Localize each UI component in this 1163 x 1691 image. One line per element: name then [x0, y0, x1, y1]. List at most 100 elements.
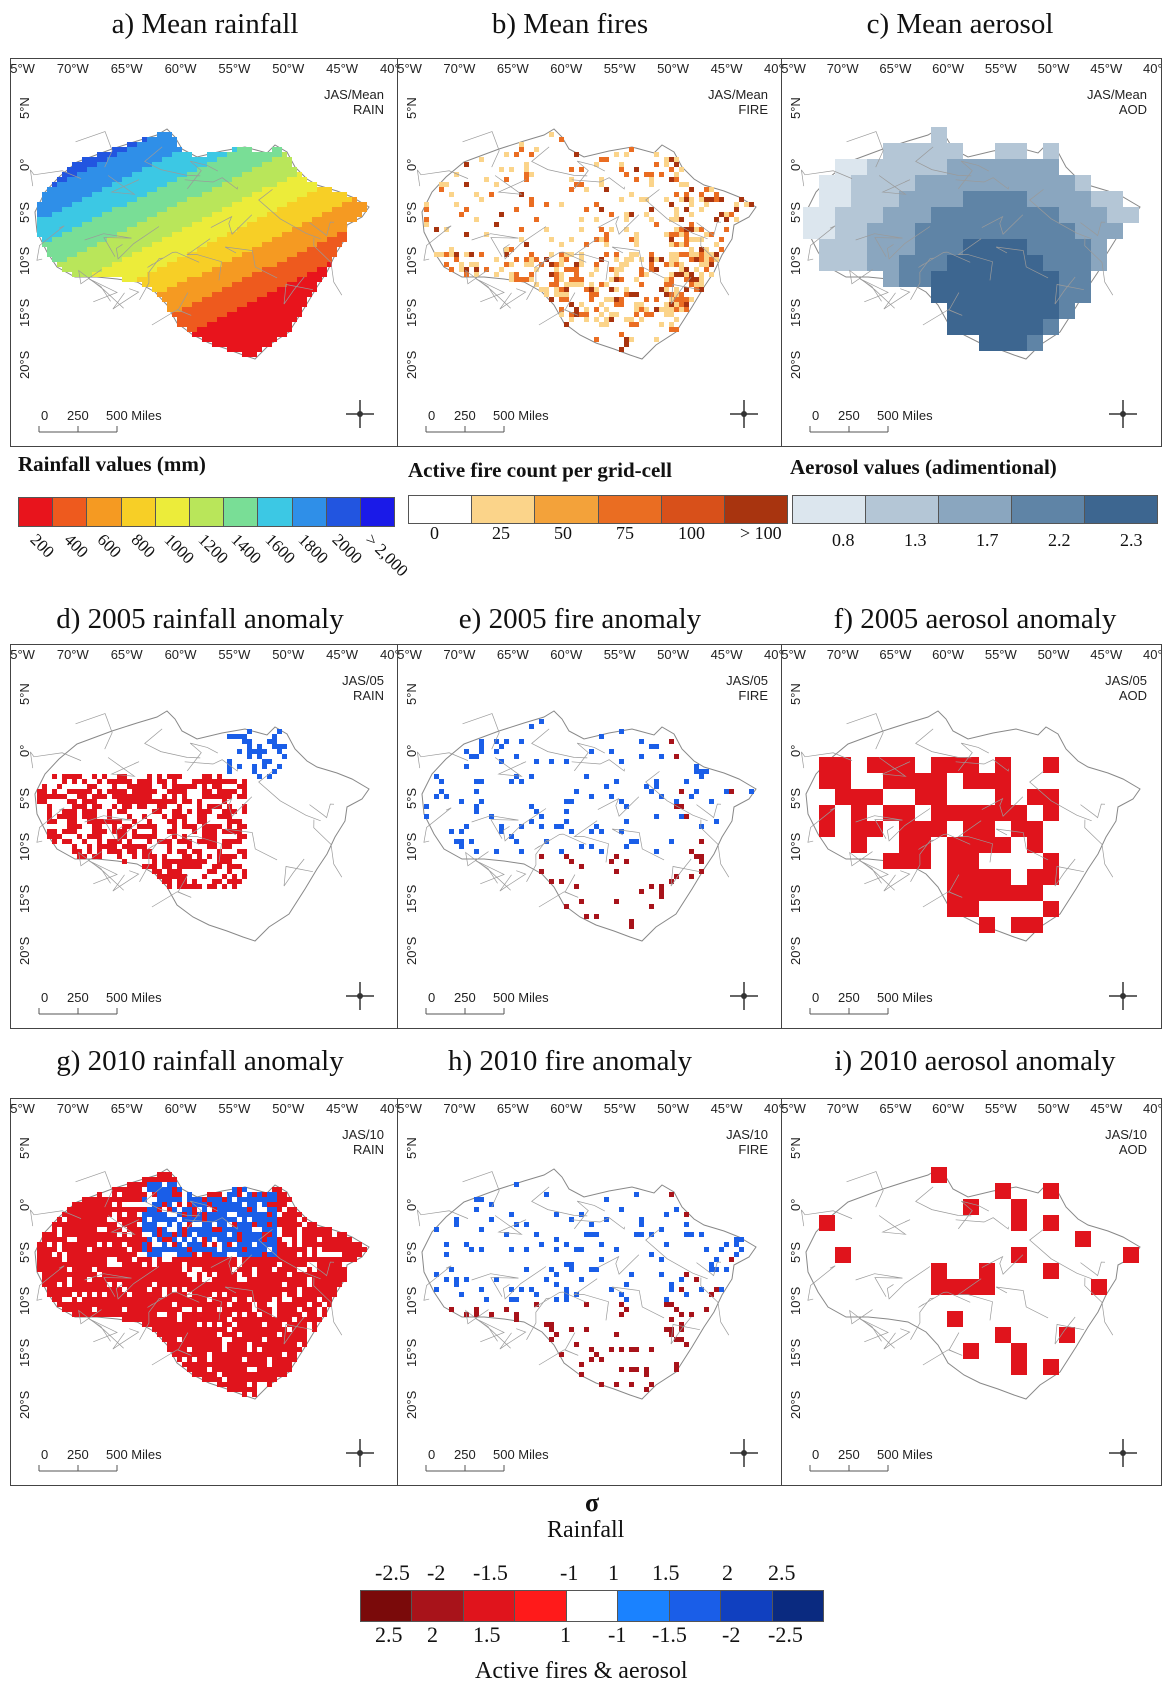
longitude-label: 65°W — [879, 1101, 912, 1116]
legend-label: 1800 — [294, 530, 333, 568]
map-cells — [37, 132, 367, 357]
map-cells — [37, 1172, 367, 1397]
latitude-label: 0° — [788, 159, 803, 171]
scale-mid: 250 — [454, 990, 476, 1005]
latitude-label: 5°S — [17, 202, 32, 223]
panel-stamp: JAS/Mean AOD — [1087, 87, 1147, 117]
legend-label: 0 — [430, 523, 439, 543]
latitude-label: 0° — [788, 745, 803, 757]
legend-swatch — [721, 1591, 773, 1621]
scale-zero: 0 — [41, 1447, 48, 1462]
map-panel-mean-aerosol: 75°W 70°W 65°W 60°W 55°W 50°W 45°W 40°W 5°N 0° 5°S… — [781, 58, 1162, 447]
longitude-label: 40°W — [380, 1101, 398, 1116]
panel-stamp: JAS/05 FIRE — [726, 673, 768, 703]
anomaly-label: 2.5 — [768, 1560, 796, 1585]
legend-label: 50 — [554, 523, 572, 543]
anomaly-label: 2 — [427, 1622, 438, 1647]
longitude-label: 50°W — [1038, 61, 1071, 76]
longitude-label: 55°W — [218, 647, 251, 662]
map-cells — [434, 1182, 744, 1392]
legend-swatch — [412, 1591, 464, 1621]
legend-label: 100 — [678, 523, 705, 543]
longitude-label: 60°W — [165, 61, 198, 76]
longitude-label: 50°W — [272, 1101, 305, 1116]
scale-zero: 0 — [812, 990, 819, 1005]
anomaly-label: -1 — [608, 1622, 627, 1647]
scale-mid: 250 — [67, 408, 89, 423]
legend-label: > 100 — [740, 523, 782, 543]
legend-bar-aerosol — [792, 495, 1158, 524]
longitude-label: 45°W — [326, 1101, 359, 1116]
legend-label: 1.3 — [904, 530, 927, 550]
legend-swatch — [669, 1591, 722, 1621]
legend-swatch — [155, 498, 190, 526]
stamp-period: JAS/10 — [342, 1127, 384, 1142]
longitude-label: 45°W — [1090, 1101, 1123, 1116]
longitude-label: 60°W — [165, 647, 198, 662]
legend-swatch — [566, 1591, 619, 1621]
north-arrow-icon — [346, 982, 374, 1010]
legend-swatch — [224, 498, 259, 526]
legend-label: 25 — [492, 523, 510, 543]
longitude-label: 60°W — [550, 1101, 583, 1116]
legend-label: 1600 — [261, 530, 299, 568]
scale-end: 500 Miles — [877, 408, 933, 423]
latitude-label: 0° — [17, 1199, 32, 1211]
legend-swatch — [472, 496, 536, 523]
longitude-label: 45°W — [1090, 61, 1123, 76]
legend-swatch — [661, 496, 725, 523]
longitude-label: 45°W — [711, 647, 744, 662]
legend-label: 800 — [127, 530, 159, 562]
latitude-label: 20°S — [788, 350, 803, 379]
legend-label: 200 — [26, 530, 59, 562]
latitude-label: 20°S — [788, 936, 803, 965]
longitude-label: 55°W — [604, 647, 637, 662]
longitude-label: 50°W — [657, 647, 690, 662]
legend-title-rainfall: Rainfall values (mm) — [18, 452, 206, 476]
latitude-label: 5°N — [788, 97, 803, 119]
scale-end: 500 Miles — [106, 408, 162, 423]
latitude-label: 10°S — [404, 246, 419, 275]
latitude-label: 5°N — [17, 683, 32, 705]
map-panel-2010-fire-anomaly: 75°W 70°W 65°W 60°W 55°W 50°W 45°W 40°W 5°N 0° 5°S… — [397, 1098, 783, 1486]
map-cells — [37, 729, 287, 889]
legend-label: 1400 — [227, 530, 266, 568]
longitude-label: 60°W — [932, 61, 965, 76]
stamp-variable: RAIN — [352, 688, 384, 703]
longitude-label: 45°W — [711, 61, 744, 76]
latitude-label: 0° — [404, 745, 419, 757]
anomaly-label: -1.5 — [473, 1560, 508, 1585]
longitude-label: 75°W — [11, 61, 36, 76]
longitude-label: 55°W — [604, 61, 637, 76]
state-boundaries — [801, 1171, 1114, 1366]
longitude-label: 75°W — [782, 1101, 807, 1116]
scale-zero: 0 — [41, 990, 48, 1005]
latitude-label: 5°S — [788, 1242, 803, 1263]
scale-zero: 0 — [428, 990, 435, 1005]
scale-mid: 250 — [67, 1447, 89, 1462]
anomaly-label: -2 — [427, 1560, 446, 1585]
legend-swatch — [618, 1591, 670, 1621]
anomaly-label: 2 — [722, 1560, 733, 1585]
scale-end: 500 Miles — [106, 990, 162, 1005]
longitude-label: 40°W — [380, 647, 398, 662]
stamp-period: JAS/Mean — [1087, 87, 1147, 102]
anomaly-label: -2 — [722, 1622, 741, 1647]
scale-bar — [38, 1465, 118, 1472]
legend-swatch — [326, 498, 361, 526]
longitude-label: 50°W — [272, 61, 305, 76]
anomaly-label: -2.5 — [768, 1622, 803, 1647]
scale-bar — [38, 1008, 118, 1015]
state-boundaries — [801, 131, 1114, 326]
latitude-label: 15°S — [404, 1338, 419, 1367]
longitude-label: 50°W — [272, 647, 305, 662]
state-boundaries — [417, 1171, 730, 1366]
latitude-label: 15°S — [788, 884, 803, 913]
legend-swatch — [87, 498, 122, 526]
longitude-label: 55°W — [604, 1101, 637, 1116]
scale-end: 500 Miles — [877, 1447, 933, 1462]
latitude-label: 5°S — [17, 1242, 32, 1263]
scale-mid: 250 — [838, 408, 860, 423]
legend-label: 0.8 — [832, 530, 855, 550]
scale-end: 500 Miles — [877, 990, 933, 1005]
